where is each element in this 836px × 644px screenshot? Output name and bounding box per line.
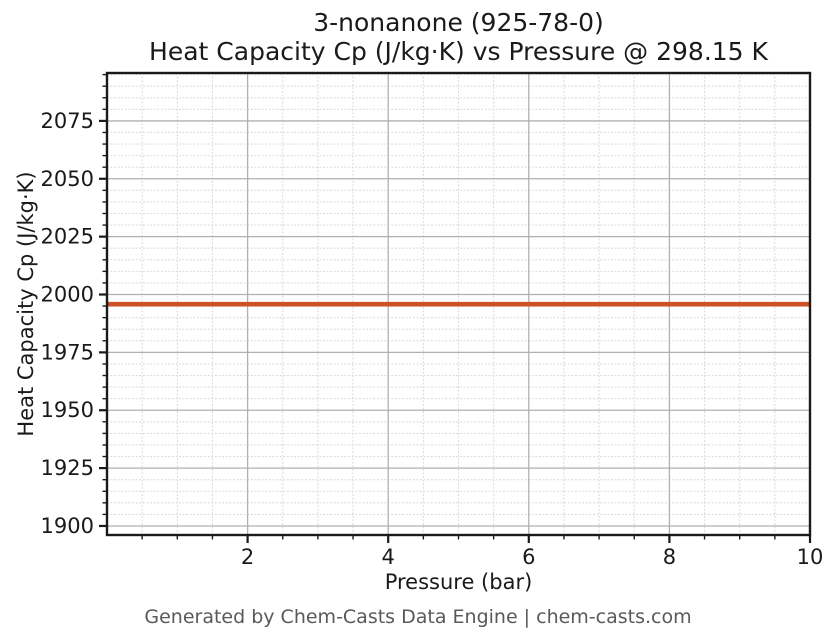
- chart-title: 3-nonanone (925-78-0) Heat Capacity Cp (…: [107, 8, 810, 66]
- y-tick-label: 2025: [41, 225, 94, 249]
- x-tick-label: 8: [663, 545, 676, 569]
- y-tick-label: 1950: [41, 398, 94, 422]
- y-tick-label: 1900: [41, 514, 94, 538]
- footer-caption: Generated by Chem-Casts Data Engine | ch…: [144, 606, 692, 628]
- y-tick-label: 1925: [41, 456, 94, 480]
- y-tick-label: 1975: [41, 340, 94, 364]
- chart-title-line2: Heat Capacity Cp (J/kg·K) vs Pressure @ …: [149, 37, 768, 66]
- y-tick-label: 2075: [41, 109, 94, 133]
- x-tick-label: 10: [797, 545, 824, 569]
- y-tick-label: 2000: [41, 283, 94, 307]
- chart-title-line1: 3-nonanone (925-78-0): [313, 8, 604, 37]
- y-axis-label: Heat Capacity Cp (J/kg·K): [14, 171, 38, 436]
- x-tick-label: 4: [382, 545, 395, 569]
- x-axis-label: Pressure (bar): [384, 570, 533, 594]
- y-tick-label: 2050: [41, 167, 94, 191]
- x-tick-label: 2: [241, 545, 254, 569]
- x-tick-label: 6: [522, 545, 535, 569]
